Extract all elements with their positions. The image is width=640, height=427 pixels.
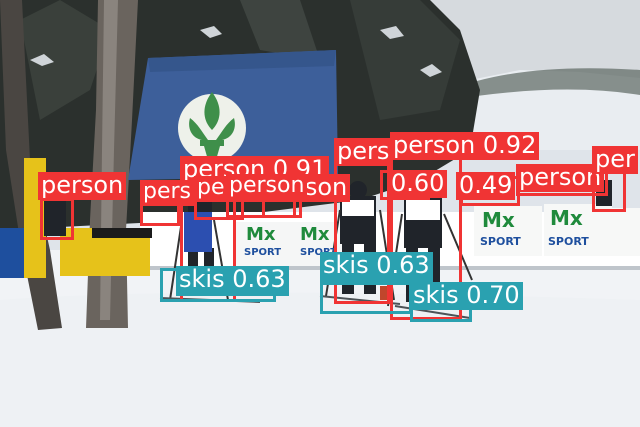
ad-brand-text: Mx	[300, 224, 330, 245]
skis-detection-label: skis 0.63	[320, 252, 433, 282]
ad-word-text: SPORT	[548, 235, 589, 248]
ad-brand-text: Mx	[482, 208, 515, 232]
ad-word-text: SPORT	[244, 247, 282, 258]
ad-word-text: SPORT	[300, 247, 338, 258]
ad-word-text: SPORT	[480, 235, 521, 248]
person-bounding-box	[40, 198, 74, 240]
person-detection-label: per	[592, 146, 638, 174]
ad-brand-text: Mx	[550, 206, 583, 230]
person-detection-label: pers	[140, 180, 195, 206]
person-detection-label: pers	[334, 138, 393, 166]
person-detection-label: person 0.92	[390, 132, 540, 160]
person-detection-label: person	[38, 172, 127, 200]
person-detection-label: 0.49	[456, 172, 516, 200]
skis-detection-label: skis 0.63	[176, 266, 289, 296]
person-detection-label: person	[516, 164, 605, 192]
skis-bounding-box	[320, 282, 412, 314]
person-detection-label: person	[226, 174, 308, 200]
person-detection-label: 0.60	[388, 170, 448, 198]
skis-detection-label: skis 0.70	[410, 282, 523, 310]
ad-brand-text: Mx	[246, 224, 276, 245]
